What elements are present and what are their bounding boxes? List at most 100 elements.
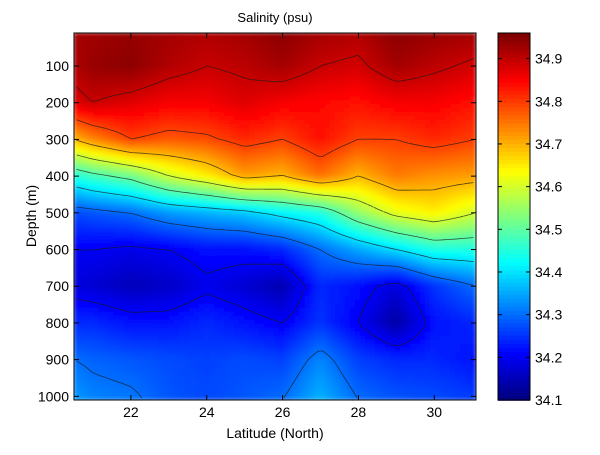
heatmap-cell	[470, 227, 476, 234]
heatmap-cell	[108, 227, 115, 234]
heatmap-cell	[168, 223, 176, 230]
heatmap-cell	[153, 76, 161, 82]
heatmap-cell	[168, 172, 176, 178]
heatmap-cell	[274, 183, 281, 190]
heatmap-cell	[339, 100, 346, 106]
heatmap-cell	[108, 140, 115, 146]
heatmap-cell	[334, 215, 341, 222]
heatmap-cell	[384, 92, 392, 98]
heatmap-cell	[249, 88, 256, 94]
heatmap-cell	[470, 116, 476, 122]
heatmap-cell	[234, 219, 241, 226]
heatmap-cell	[239, 40, 246, 46]
heatmap-cell	[209, 128, 216, 134]
heatmap-cell	[364, 68, 372, 74]
heatmap-cell	[88, 44, 95, 50]
heatmap-cell	[194, 191, 201, 198]
heatmap-cell	[214, 219, 221, 226]
heatmap-cell	[319, 44, 326, 50]
heatmap-cell	[314, 124, 321, 130]
heatmap-cell	[384, 235, 392, 242]
heatmap-cell	[173, 235, 181, 242]
heatmap-cell	[384, 48, 392, 54]
heatmap-cell	[254, 207, 261, 214]
heatmap-cell	[395, 60, 402, 66]
heatmap-cell	[299, 116, 306, 122]
heatmap-cell	[74, 36, 80, 42]
heatmap-cell	[420, 231, 427, 238]
heatmap-cell	[354, 231, 362, 238]
heatmap-cell	[415, 88, 422, 94]
heatmap-cell	[284, 168, 291, 174]
heatmap-cell	[183, 160, 191, 166]
heatmap-cell	[214, 160, 221, 166]
heatmap-cell	[299, 235, 306, 242]
heatmap-cell	[435, 33, 442, 38]
heatmap-cell	[239, 64, 246, 70]
heatmap-cell	[188, 235, 196, 242]
heatmap-cell	[274, 203, 281, 210]
heatmap-cell	[279, 48, 286, 54]
heatmap-cell	[204, 44, 211, 50]
heatmap-cell	[143, 172, 150, 178]
heatmap-cell	[384, 176, 392, 182]
heatmap-cell	[133, 128, 140, 134]
heatmap-cell	[254, 64, 261, 70]
heatmap-cell	[264, 44, 271, 50]
heatmap-cell	[194, 211, 201, 218]
heatmap-cell	[364, 128, 372, 134]
heatmap-cell	[465, 136, 472, 142]
heatmap-cell	[178, 148, 186, 154]
heatmap-cell	[239, 148, 246, 154]
heatmap-cell	[294, 223, 301, 230]
heatmap-cell	[435, 120, 442, 126]
heatmap-cell	[168, 88, 176, 94]
heatmap-cell	[204, 88, 211, 94]
heatmap-cell	[269, 187, 276, 194]
heatmap-cell	[269, 164, 276, 170]
heatmap-cell	[259, 120, 266, 126]
heatmap-cell	[249, 271, 256, 277]
heatmap-cell	[400, 68, 407, 74]
heatmap-cell	[379, 156, 387, 162]
heatmap-cell	[445, 40, 452, 46]
heatmap-cell	[254, 48, 261, 54]
heatmap-cell	[178, 56, 186, 62]
heatmap-cell	[214, 235, 221, 242]
heatmap-cell	[299, 104, 306, 110]
heatmap-cell	[289, 164, 296, 170]
heatmap-cell	[294, 92, 301, 98]
heatmap-cell	[309, 191, 316, 198]
heatmap-cell	[430, 148, 437, 154]
heatmap-cell	[460, 164, 467, 170]
heatmap-cell	[138, 132, 145, 138]
heatmap-cell	[133, 92, 140, 98]
heatmap-cell	[173, 56, 181, 62]
heatmap-cell	[359, 152, 367, 158]
heatmap-cell	[219, 267, 226, 273]
heatmap-cell	[133, 235, 140, 242]
heatmap-cell	[389, 168, 397, 174]
heatmap-cell	[299, 259, 306, 265]
heatmap-cell	[118, 219, 125, 226]
heatmap-cell	[229, 144, 236, 150]
heatmap-cell	[344, 140, 351, 146]
heatmap-cell	[339, 116, 346, 122]
heatmap-cell	[279, 275, 286, 281]
heatmap-cell	[359, 263, 367, 269]
heatmap-cell	[168, 215, 176, 222]
heatmap-cell	[234, 96, 241, 102]
heatmap-cell	[309, 267, 316, 273]
heatmap-cell	[153, 199, 161, 206]
heatmap-cell	[224, 243, 231, 250]
heatmap-cell	[400, 172, 407, 178]
heatmap-cell	[440, 247, 447, 253]
heatmap-cell	[294, 187, 301, 194]
heatmap-cell	[123, 207, 130, 214]
heatmap-cell	[304, 243, 311, 250]
heatmap-cell	[113, 68, 120, 74]
heatmap-cell	[183, 251, 191, 257]
heatmap-cell	[204, 215, 211, 222]
heatmap-cell	[440, 144, 447, 150]
heatmap-cell	[249, 100, 256, 106]
